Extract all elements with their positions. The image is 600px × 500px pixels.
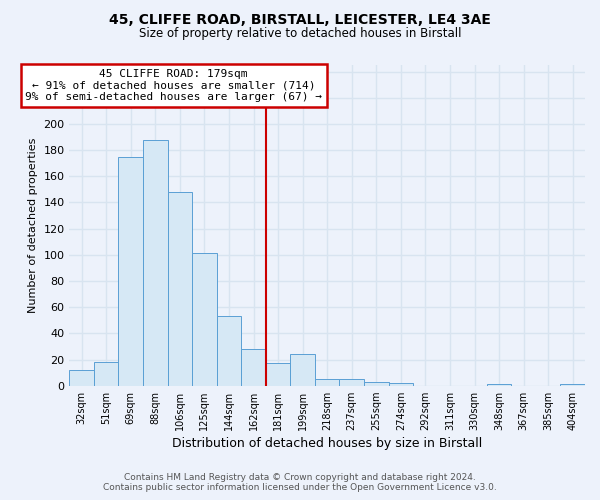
- Text: Contains HM Land Registry data © Crown copyright and database right 2024.
Contai: Contains HM Land Registry data © Crown c…: [103, 473, 497, 492]
- Bar: [290, 354, 315, 386]
- Y-axis label: Number of detached properties: Number of detached properties: [28, 138, 38, 313]
- Bar: [315, 379, 340, 386]
- Bar: [266, 364, 290, 386]
- Text: Size of property relative to detached houses in Birstall: Size of property relative to detached ho…: [139, 28, 461, 40]
- Bar: [94, 362, 118, 386]
- Bar: [487, 384, 511, 386]
- Bar: [167, 192, 192, 386]
- Bar: [340, 379, 364, 386]
- Bar: [192, 254, 217, 386]
- Bar: [70, 370, 94, 386]
- Bar: [364, 382, 389, 386]
- Bar: [217, 316, 241, 386]
- Bar: [118, 156, 143, 386]
- Bar: [241, 349, 266, 386]
- Bar: [143, 140, 167, 386]
- Text: 45, CLIFFE ROAD, BIRSTALL, LEICESTER, LE4 3AE: 45, CLIFFE ROAD, BIRSTALL, LEICESTER, LE…: [109, 12, 491, 26]
- Text: 45 CLIFFE ROAD: 179sqm
← 91% of detached houses are smaller (714)
9% of semi-det: 45 CLIFFE ROAD: 179sqm ← 91% of detached…: [25, 69, 322, 102]
- X-axis label: Distribution of detached houses by size in Birstall: Distribution of detached houses by size …: [172, 437, 482, 450]
- Bar: [560, 384, 585, 386]
- Bar: [389, 383, 413, 386]
